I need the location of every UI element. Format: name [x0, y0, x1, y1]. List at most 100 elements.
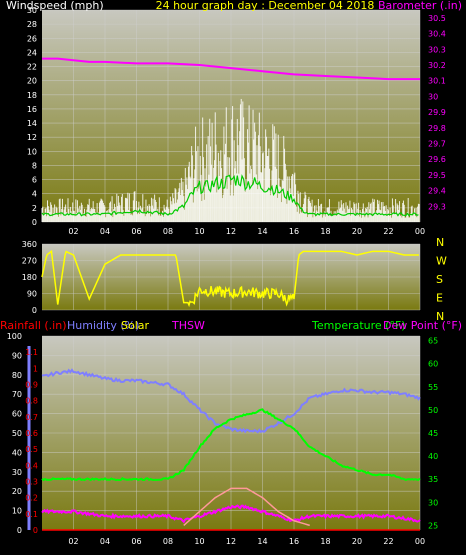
compass-label: E	[436, 292, 443, 305]
x-tick-label: 02	[68, 537, 78, 546]
temperature-label: Temperature (°F)	[311, 319, 406, 332]
solar-line	[183, 487, 310, 527]
barometer-tick: 30.2	[428, 61, 446, 70]
barometer-tick: 30.5	[428, 14, 446, 23]
temperature-tick: 25	[428, 521, 438, 530]
windspeed-tick: 22	[27, 63, 37, 72]
windspeed-tick: 16	[27, 105, 37, 114]
x-tick-label: 12	[226, 537, 236, 546]
x-tick-label: 16	[289, 537, 299, 546]
chart-title: 24 hour graph day : December 04 2018	[156, 0, 375, 12]
x-tick-label: 18	[320, 537, 330, 546]
temperature-tick: 55	[428, 383, 438, 392]
barometer-tick: 29.4	[428, 187, 446, 196]
compass-label: W	[436, 255, 447, 268]
humidity-tick: 30	[12, 468, 22, 477]
humidity-tick: 100	[7, 332, 22, 341]
windspeed-tick: 24	[27, 48, 37, 57]
temperature-tick: 40	[428, 452, 438, 461]
x-tick-label: 08	[163, 537, 173, 546]
windspeed-tick: 8	[32, 161, 37, 170]
humidity-line	[41, 368, 421, 434]
windspeed-tick: 4	[32, 190, 37, 199]
temperature-tick: 50	[428, 406, 438, 415]
windspeed-tick: 2	[32, 204, 37, 213]
x-tick-label: 20	[352, 537, 362, 546]
dew-point-line	[41, 504, 421, 524]
barometer-tick: 30.4	[428, 30, 446, 39]
humidity-tick: 40	[12, 448, 22, 457]
temperature-tick: 35	[428, 475, 438, 484]
x-tick-label: 10	[194, 537, 204, 546]
compass-label: N	[436, 310, 444, 323]
x-tick-label: 00	[415, 537, 425, 546]
humidity-tick: 50	[12, 429, 22, 438]
humidity-tick: 60	[12, 410, 22, 419]
temperature-tick: 30	[428, 498, 438, 507]
rainfall-tick: 0.5	[25, 445, 38, 454]
barometer-tick: 29.9	[428, 108, 446, 117]
x-tick-label: 00	[415, 227, 425, 236]
humidity-tick: 20	[12, 487, 22, 496]
x-tick-label: 22	[383, 227, 393, 236]
windspeed-tick: 6	[32, 176, 37, 185]
rainfall-label: Rainfall (.in)	[0, 319, 67, 332]
windspeed-tick: 14	[27, 119, 37, 128]
solar-label: Solar	[121, 319, 150, 332]
x-tick-label: 14	[257, 537, 267, 546]
direction-tick: 0	[32, 306, 37, 315]
humidity-tick: 80	[12, 371, 22, 380]
wind-direction-series	[41, 249, 419, 308]
rainfall-tick: 1.1	[25, 348, 38, 357]
x-tick-label: 20	[352, 227, 362, 236]
direction-tick: 90	[27, 290, 37, 299]
barometer-tick: 29.8	[428, 124, 446, 133]
compass-label: S	[436, 273, 443, 286]
rainfall-tick: 0.9	[25, 381, 38, 390]
rainfall-tick: 0.1	[25, 510, 38, 519]
barometer-tick: 29.3	[428, 202, 446, 211]
barometer-tick: 30.1	[428, 77, 446, 86]
wind-direction-line	[41, 249, 419, 308]
rainfall-tick: 0.3	[25, 478, 38, 487]
temperature-tick: 65	[428, 337, 438, 346]
windspeed-tick: 10	[27, 147, 37, 156]
x-tick-label: 10	[194, 227, 204, 236]
x-tick-label: 04	[100, 227, 110, 236]
barometer-axis-title: Barometer (.in)	[378, 0, 462, 12]
rainfall-tick: 0.6	[25, 429, 38, 438]
humidity-tick: 0	[17, 526, 22, 535]
x-tick-label: 02	[68, 227, 78, 236]
x-tick-label: 04	[100, 537, 110, 546]
barometer-tick: 29.6	[428, 155, 446, 164]
rainfall-tick: 0.7	[25, 413, 38, 422]
windspeed-tick: 30	[27, 6, 37, 15]
rainfall-tick: 0.8	[25, 397, 38, 406]
x-tick-label: 08	[163, 227, 173, 236]
direction-tick: 360	[22, 240, 37, 249]
thsw-label: THSW	[171, 319, 205, 332]
temperature-line	[41, 408, 421, 482]
x-tick-label: 22	[383, 537, 393, 546]
rainfall-tick: 0.2	[25, 494, 38, 503]
direction-tick: 270	[22, 257, 37, 266]
compass-label: N	[436, 236, 444, 249]
wind-average-line	[41, 174, 419, 217]
x-tick-label: 14	[257, 227, 267, 236]
direction-tick: 180	[22, 273, 37, 282]
barometer-tick: 30	[428, 92, 438, 101]
humidity-label: Humidity (%)	[67, 319, 139, 332]
humidity-tick: 70	[12, 390, 22, 399]
windspeed-tick: 28	[27, 20, 37, 29]
windspeed-tick: 26	[27, 34, 37, 43]
rainfall-tick: 1	[33, 364, 38, 373]
barometer-tick: 30.3	[428, 45, 446, 54]
x-tick-label: 18	[320, 227, 330, 236]
windspeed-tick: 20	[27, 77, 37, 86]
barometer-tick: 29.7	[428, 139, 446, 148]
x-tick-label: 06	[131, 227, 141, 236]
rainfall-tick: 0	[33, 526, 38, 535]
x-tick-label: 12	[226, 227, 236, 236]
